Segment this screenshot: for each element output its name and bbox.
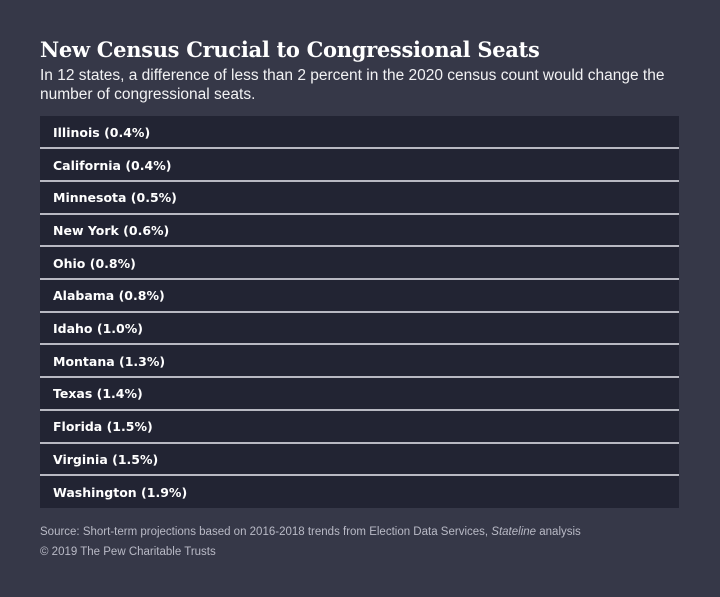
table-row: Washington (1.9%) (40, 476, 679, 509)
table-row: Minnesota (0.5%) (40, 181, 679, 214)
row-divider (40, 343, 679, 346)
table-row: Idaho (1.0%) (40, 312, 679, 345)
row-divider (40, 310, 679, 313)
table-row: Virginia (1.5%) (40, 443, 679, 476)
chart-subtitle: In 12 states, a difference of less than … (40, 67, 665, 103)
state-label: California (0.4%) (53, 157, 172, 173)
row-divider (40, 278, 679, 280)
state-label: Alabama (0.8%) (53, 288, 165, 304)
state-label: Idaho (1.0%) (53, 321, 143, 337)
table-row: Florida (1.5%) (40, 410, 679, 443)
state-label: Florida (1.5%) (53, 419, 153, 435)
row-divider (40, 147, 679, 150)
row-divider (40, 408, 679, 411)
row-divider (40, 245, 679, 248)
row-divider (40, 212, 679, 215)
row-divider (40, 441, 679, 444)
table-row: Ohio (0.8%) (40, 247, 679, 280)
source-italic: Stateline (491, 526, 537, 538)
table-row: New York (0.6%) (40, 214, 679, 247)
copyright: © 2019 The Pew Charitable Trusts (40, 546, 216, 558)
state-label: Washington (1.9%) (53, 484, 188, 500)
state-label: Virginia (1.5%) (53, 451, 159, 467)
chart-title: New Census Crucial to Congressional Seat… (40, 37, 540, 62)
table-row: Montana (1.3%) (40, 345, 679, 378)
state-label: Minnesota (0.5%) (53, 190, 177, 206)
source-suffix: analysis (536, 526, 581, 538)
row-divider (40, 376, 679, 379)
row-divider (40, 474, 679, 477)
table-row: California (0.4%) (40, 149, 679, 182)
state-label: Texas (1.4%) (53, 386, 143, 402)
table-row: Illinois (0.4%) (40, 116, 679, 149)
table-row: Texas (1.4%) (40, 378, 679, 411)
source-note: Source: Short-term projections based on … (40, 524, 581, 540)
state-table: Illinois (0.4%) California (0.4%) Minnesot… (40, 116, 679, 508)
state-label: Illinois (0.4%) (53, 124, 151, 140)
row-divider (40, 179, 679, 182)
state-label: Ohio (0.8%) (53, 255, 136, 271)
source-prefix: Source: Short-term projections based on … (40, 526, 492, 538)
state-label: Montana (1.3%) (53, 353, 166, 369)
state-label: New York (0.6%) (53, 222, 170, 238)
table-row: Alabama (0.8%) (40, 280, 679, 313)
